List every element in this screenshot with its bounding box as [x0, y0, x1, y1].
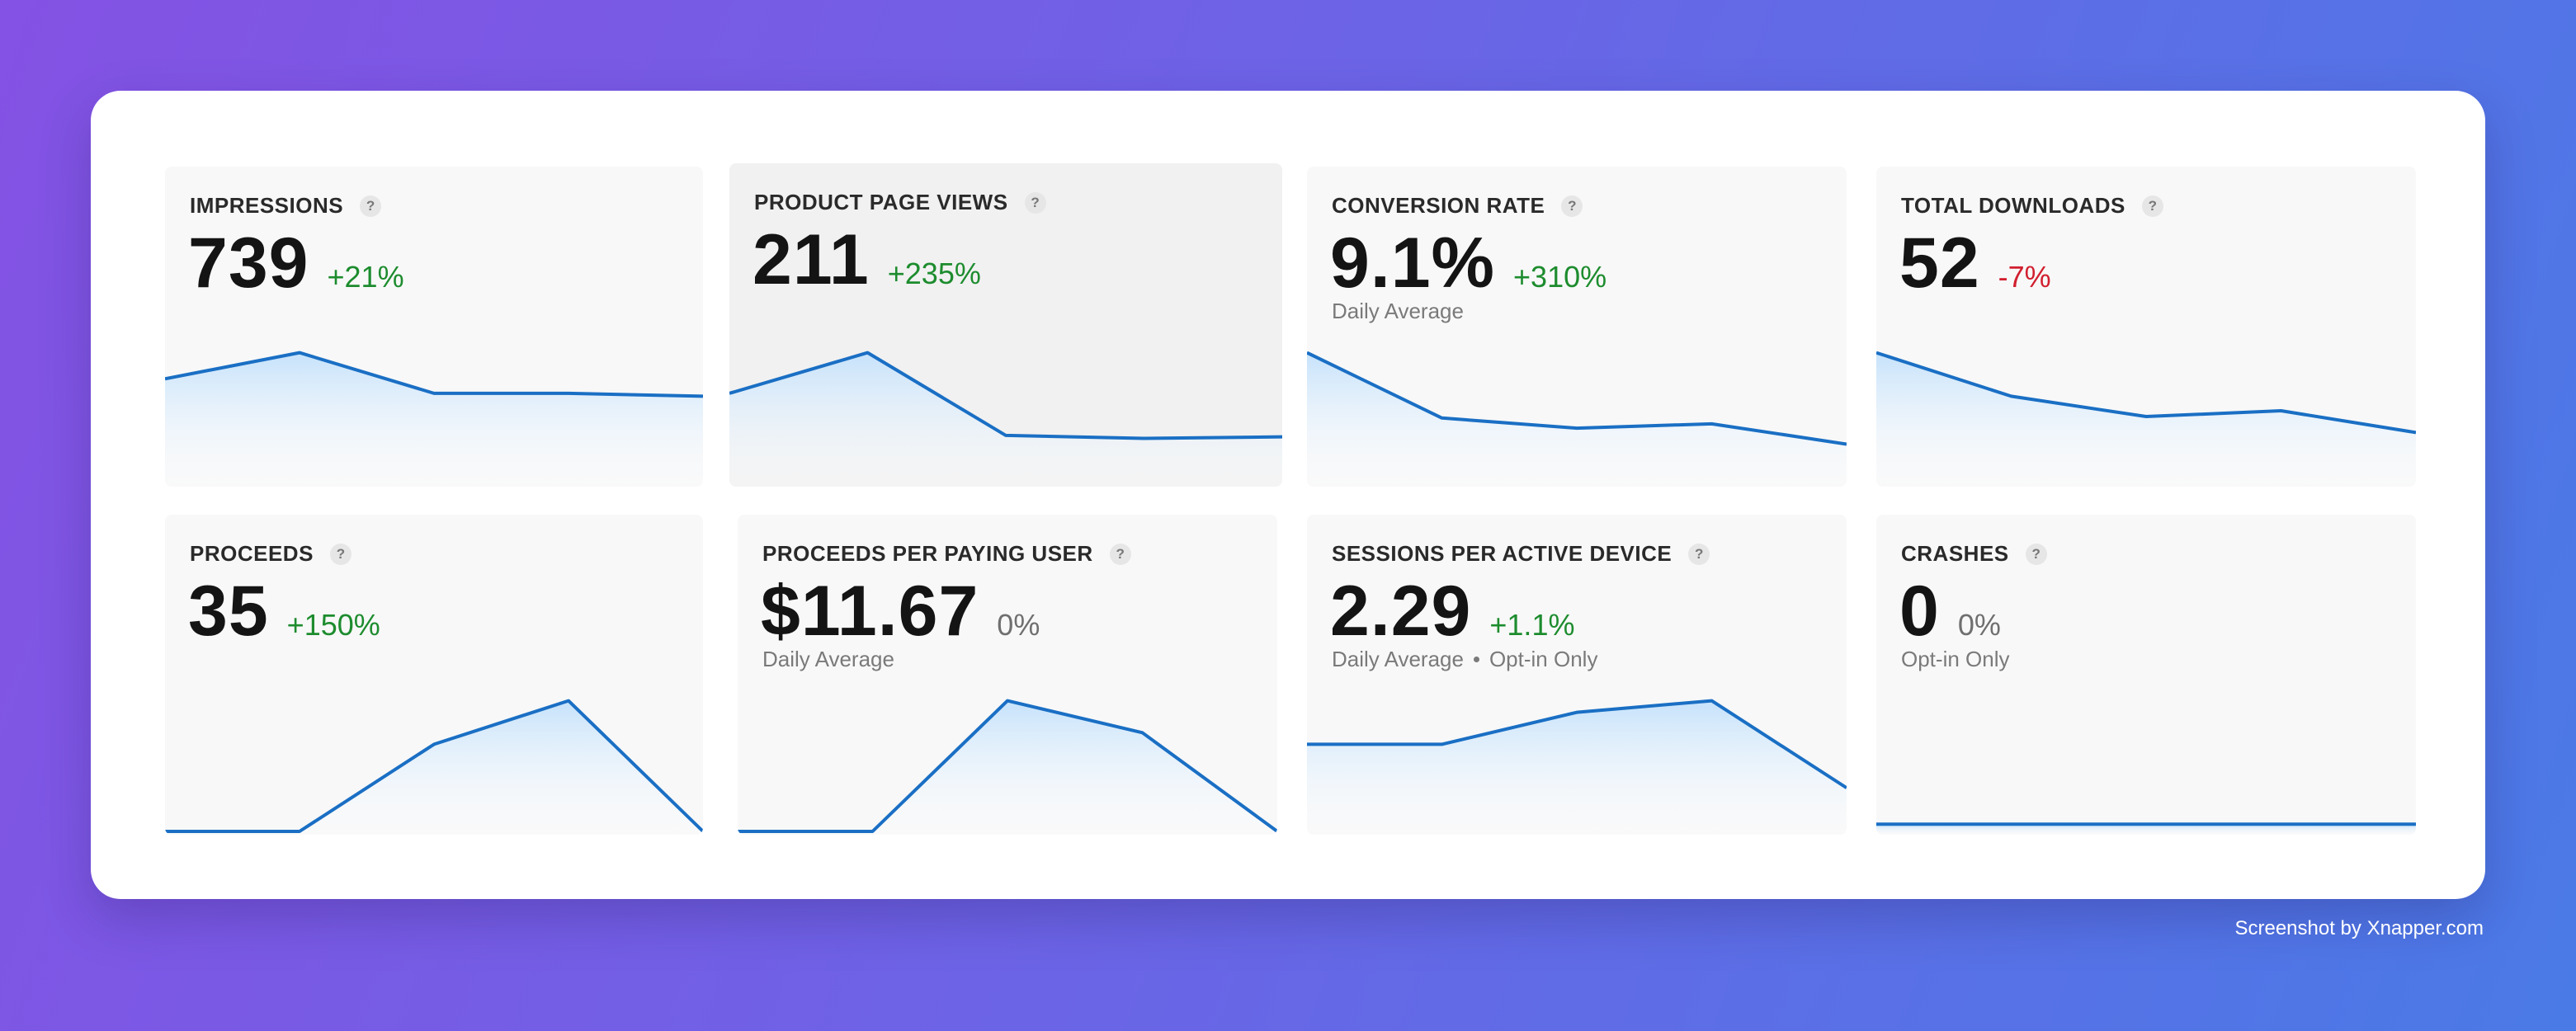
metric-card-impressions[interactable]: IMPRESSIONS ? 739 +21%: [165, 167, 703, 487]
metric-row: 52 -7%: [1899, 223, 2051, 304]
metric-delta: -7%: [1998, 260, 2051, 294]
sparkline-line: [165, 351, 703, 398]
sparkline-area: [729, 352, 1282, 487]
card-title: PROCEEDS PER PAYING USER: [762, 541, 1093, 566]
sparkline-line: [165, 699, 703, 833]
sparkline-area: [1307, 700, 1847, 835]
sparkline-chart: [165, 351, 703, 487]
card-header: SESSIONS PER ACTIVE DEVICE ?: [1332, 541, 1710, 567]
card-title: PRODUCT PAGE VIEWS: [754, 190, 1008, 214]
card-title: CRASHES: [1901, 541, 2009, 566]
metric-subtitle: Daily Average: [762, 647, 894, 672]
metric-subtitle-text: Opt-in Only: [1901, 647, 2010, 671]
sparkline-area: [1876, 824, 2416, 835]
metric-card-proceeds[interactable]: PROCEEDS ? 35 +150%: [165, 515, 703, 835]
sparkline-area: [1307, 352, 1847, 487]
metric-row: 211 +235%: [753, 219, 981, 301]
sparkline-line: [1307, 699, 1847, 789]
metric-row: 35 +150%: [188, 571, 380, 652]
metric-delta: 0%: [1957, 608, 2001, 642]
sparkline-chart: [1307, 699, 1847, 835]
metric-card-crashes[interactable]: CRASHES ? 0 0% Opt-in Only: [1876, 515, 2416, 835]
sparkline-area: [738, 700, 1277, 835]
metric-value: $11.67: [761, 572, 979, 651]
metric-row: 739 +21%: [188, 223, 404, 304]
card-title: TOTAL DOWNLOADS: [1901, 193, 2125, 218]
help-icon[interactable]: ?: [1688, 543, 1710, 565]
sparkline-chart: [165, 699, 703, 835]
sparkline-line: [738, 699, 1277, 833]
metric-card-product-page-views[interactable]: PRODUCT PAGE VIEWS ? 211 +235%: [729, 163, 1282, 487]
metric-subtitle-text: Opt-in Only: [1489, 647, 1598, 671]
metric-value: 35: [188, 572, 269, 651]
metric-delta: +1.1%: [1489, 608, 1575, 642]
metric-subtitle: Opt-in Only: [1901, 647, 2010, 672]
metric-value: 739: [188, 224, 309, 303]
help-icon[interactable]: ?: [1024, 191, 1046, 214]
metric-card-proceeds-per-paying-user[interactable]: PROCEEDS PER PAYING USER ? $11.67 0% Dai…: [738, 515, 1277, 835]
metric-subtitle: Daily Average: [1332, 299, 1464, 324]
metric-value: 211: [753, 220, 870, 299]
metric-subtitle-text: Daily Average: [1332, 647, 1464, 671]
metric-row: 2.29 +1.1%: [1330, 571, 1574, 652]
sparkline-chart: [1876, 822, 2416, 835]
screenshot-credit: Screenshot by Xnapper.com: [2234, 917, 2484, 939]
metric-card-conversion-rate[interactable]: CONVERSION RATE ? 9.1% +310% Daily Avera…: [1307, 167, 1847, 487]
metric-card-sessions-per-active-device[interactable]: SESSIONS PER ACTIVE DEVICE ? 2.29 +1.1% …: [1307, 515, 1847, 835]
card-header: CRASHES ?: [1901, 541, 2047, 567]
sparkline-chart: [729, 351, 1282, 487]
card-header: PRODUCT PAGE VIEWS ?: [754, 190, 1046, 215]
metric-delta: +310%: [1513, 260, 1607, 294]
card-title: SESSIONS PER ACTIVE DEVICE: [1332, 541, 1673, 566]
card-header: TOTAL DOWNLOADS ?: [1901, 193, 2163, 219]
metric-value: 2.29: [1330, 572, 1472, 651]
metric-value: 52: [1899, 224, 1980, 303]
card-header: IMPRESSIONS ?: [190, 193, 382, 219]
sparkline-area: [165, 700, 703, 835]
help-icon[interactable]: ?: [2141, 195, 2163, 217]
card-header: CONVERSION RATE ?: [1332, 193, 1583, 219]
sparkline-line: [729, 351, 1282, 440]
metric-value: 9.1%: [1330, 224, 1496, 303]
help-icon[interactable]: ?: [1109, 543, 1131, 565]
metric-delta: +21%: [327, 260, 404, 294]
metric-delta: 0%: [997, 608, 1040, 642]
sparkline-chart: [738, 699, 1277, 835]
sparkline-area: [165, 352, 703, 487]
card-header: PROCEEDS ?: [190, 541, 351, 567]
metric-subtitle-text: Daily Average: [762, 647, 894, 671]
metric-value: 0: [1899, 572, 1940, 651]
help-icon[interactable]: ?: [360, 195, 382, 217]
card-title: IMPRESSIONS: [190, 193, 344, 218]
sparkline-chart: [1876, 351, 2416, 487]
metric-row: 0 0%: [1899, 571, 2001, 652]
sparkline-area: [1876, 352, 2416, 487]
card-title: CONVERSION RATE: [1332, 193, 1545, 218]
sparkline-line: [1876, 351, 2416, 435]
help-icon[interactable]: ?: [2025, 543, 2047, 565]
card-header: PROCEEDS PER PAYING USER ?: [762, 541, 1131, 567]
help-icon[interactable]: ?: [1561, 195, 1583, 217]
separator-dot: [1473, 657, 1479, 662]
metric-delta: +150%: [286, 608, 380, 642]
metric-card-total-downloads[interactable]: TOTAL DOWNLOADS ? 52 -7%: [1876, 167, 2416, 487]
metric-subtitle-text: Daily Average: [1332, 299, 1464, 323]
metric-row: $11.67 0%: [761, 571, 1040, 652]
metric-delta: +235%: [887, 257, 981, 290]
sparkline-line: [1307, 351, 1847, 446]
analytics-panel: IMPRESSIONS ? 739 +21% PRODUCT PAGE VIEW…: [91, 91, 2485, 899]
metric-row: 9.1% +310%: [1330, 223, 1606, 304]
sparkline-chart: [1307, 351, 1847, 487]
metric-subtitle: Daily Average Opt-in Only: [1332, 647, 1597, 672]
help-icon[interactable]: ?: [329, 543, 351, 565]
card-title: PROCEEDS: [190, 541, 314, 566]
